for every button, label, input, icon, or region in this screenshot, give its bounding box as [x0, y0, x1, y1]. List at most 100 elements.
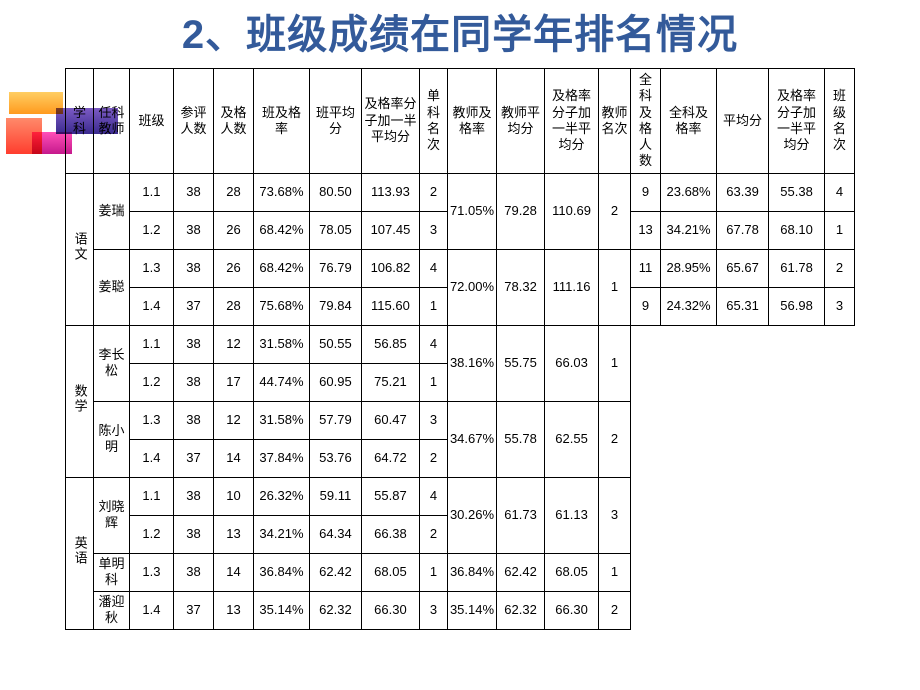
- data-cell: 1.2: [129, 363, 173, 401]
- all-subject-cell: 1: [825, 211, 855, 249]
- data-cell: 13: [213, 591, 253, 629]
- data-cell: 38: [173, 553, 213, 591]
- data-cell: 3: [419, 211, 447, 249]
- data-cell: 64.72: [361, 439, 419, 477]
- col-header: 及格人数: [213, 69, 253, 174]
- data-cell: 68.42%: [253, 211, 309, 249]
- all-subject-cell: 4: [825, 173, 855, 211]
- data-cell: 10: [213, 477, 253, 515]
- data-cell: 106.82: [361, 249, 419, 287]
- table-row: 潘迎秋1.4371335.14%62.3266.30335.14%62.3266…: [65, 591, 854, 629]
- teacher-stat-cell: 62.55: [545, 401, 599, 477]
- teacher-stat-cell: 1: [599, 553, 631, 591]
- teacher-stat-cell: 78.32: [497, 249, 545, 325]
- col-header: 学科: [65, 69, 93, 174]
- teacher-stat-cell: 1: [599, 249, 631, 325]
- col-header: 班级: [129, 69, 173, 174]
- data-cell: 3: [419, 401, 447, 439]
- teacher-stat-cell: 79.28: [497, 173, 545, 249]
- all-subject-cell: 28.95%: [661, 249, 717, 287]
- teacher-stat-cell: 38.16%: [447, 325, 496, 401]
- data-cell: 38: [173, 173, 213, 211]
- data-cell: 37: [173, 439, 213, 477]
- data-cell: 28: [213, 173, 253, 211]
- table-row: 陈小明1.3381231.58%57.7960.47334.67%55.7862…: [65, 401, 854, 439]
- page-title: 2、班级成绩在同学年排名情况: [0, 0, 920, 66]
- teacher-stat-cell: 61.73: [497, 477, 545, 553]
- col-header: 任科教师: [93, 69, 129, 174]
- data-cell: 1.1: [129, 325, 173, 363]
- data-cell: 2: [419, 173, 447, 211]
- col-header: 教师平均分: [497, 69, 545, 174]
- teacher-stat-cell: 68.05: [545, 553, 599, 591]
- all-subject-cell: 67.78: [717, 211, 769, 249]
- subject-cell: 语文: [65, 173, 93, 325]
- data-cell: 38: [173, 249, 213, 287]
- data-cell: 68.05: [361, 553, 419, 591]
- data-cell: 1.4: [129, 439, 173, 477]
- data-cell: 76.79: [309, 249, 361, 287]
- data-cell: 4: [419, 249, 447, 287]
- teacher-stat-cell: 2: [599, 591, 631, 629]
- data-cell: 14: [213, 439, 253, 477]
- teacher-stat-cell: 2: [599, 173, 631, 249]
- data-cell: 1.4: [129, 287, 173, 325]
- data-cell: 1.1: [129, 173, 173, 211]
- col-header: 班级名次: [825, 69, 855, 174]
- data-cell: 1.3: [129, 553, 173, 591]
- all-subject-cell: 68.10: [769, 211, 825, 249]
- table-row: 语文姜瑞1.1382873.68%80.50113.93271.05%79.28…: [65, 173, 854, 211]
- all-subject-cell: 55.38: [769, 173, 825, 211]
- teacher-stat-cell: 35.14%: [447, 591, 496, 629]
- data-cell: 55.87: [361, 477, 419, 515]
- data-cell: 60.95: [309, 363, 361, 401]
- teacher-cell: 刘晓辉: [93, 477, 129, 553]
- data-cell: 1: [419, 287, 447, 325]
- col-header: 及格率分子加一半平均分: [769, 69, 825, 174]
- data-cell: 53.76: [309, 439, 361, 477]
- data-cell: 35.14%: [253, 591, 309, 629]
- teacher-stat-cell: 66.03: [545, 325, 599, 401]
- data-cell: 2: [419, 439, 447, 477]
- teacher-stat-cell: 34.67%: [447, 401, 496, 477]
- teacher-stat-cell: 111.16: [545, 249, 599, 325]
- all-subject-cell: 24.32%: [661, 287, 717, 325]
- all-subject-cell: 63.39: [717, 173, 769, 211]
- data-cell: 60.47: [361, 401, 419, 439]
- data-cell: 56.85: [361, 325, 419, 363]
- all-subject-cell: 2: [825, 249, 855, 287]
- all-subject-cell: 3: [825, 287, 855, 325]
- subject-cell: 英语: [65, 477, 93, 629]
- teacher-stat-cell: 2: [599, 401, 631, 477]
- data-cell: 14: [213, 553, 253, 591]
- data-cell: 28: [213, 287, 253, 325]
- table-row: 英语刘晓辉1.1381026.32%59.1155.87430.26%61.73…: [65, 477, 854, 515]
- data-cell: 38: [173, 325, 213, 363]
- col-header: 教师及格率: [447, 69, 496, 174]
- all-subject-cell: 9: [631, 287, 661, 325]
- data-cell: 66.38: [361, 515, 419, 553]
- col-header: 教师名次: [599, 69, 631, 174]
- data-cell: 12: [213, 325, 253, 363]
- all-subject-cell: 13: [631, 211, 661, 249]
- col-header: 及格率分子加一半平均分: [361, 69, 419, 174]
- data-cell: 62.32: [309, 591, 361, 629]
- teacher-cell: 李长松: [93, 325, 129, 401]
- data-cell: 3: [419, 591, 447, 629]
- teacher-stat-cell: 36.84%: [447, 553, 496, 591]
- data-cell: 57.79: [309, 401, 361, 439]
- teacher-stat-cell: 71.05%: [447, 173, 496, 249]
- data-cell: 31.58%: [253, 325, 309, 363]
- teacher-cell: 陈小明: [93, 401, 129, 477]
- all-subject-cell: 65.67: [717, 249, 769, 287]
- col-header: 班平均分: [309, 69, 361, 174]
- teacher-cell: 单明科: [93, 553, 129, 591]
- teacher-stat-cell: 61.13: [545, 477, 599, 553]
- table-header-row: 学科任科教师班级参评人数及格人数班及格率班平均分及格率分子加一半平均分单科名次教…: [65, 69, 854, 174]
- data-cell: 62.42: [309, 553, 361, 591]
- data-cell: 13: [213, 515, 253, 553]
- table-row: 数学李长松1.1381231.58%50.5556.85438.16%55.75…: [65, 325, 854, 363]
- data-cell: 37.84%: [253, 439, 309, 477]
- data-cell: 79.84: [309, 287, 361, 325]
- data-cell: 4: [419, 477, 447, 515]
